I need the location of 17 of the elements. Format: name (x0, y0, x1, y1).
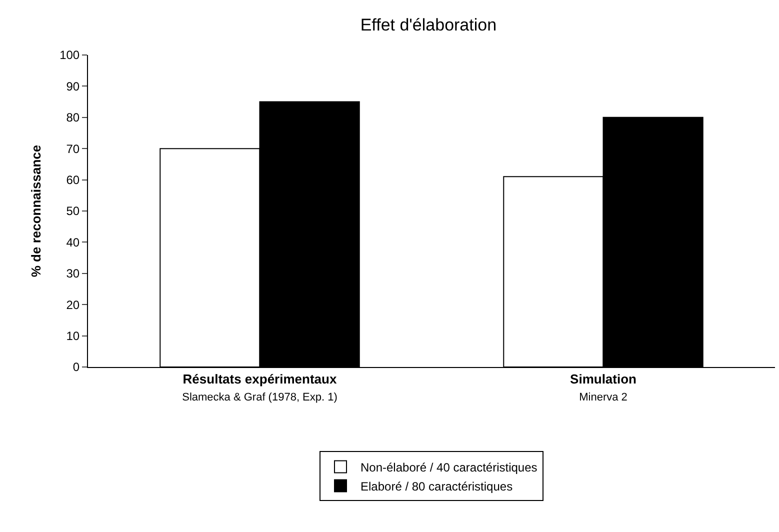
y-tick-label: 0 (72, 360, 80, 374)
legend-label: Non-élaboré / 40 caractéristiques (360, 460, 538, 474)
y-axis-title: % de reconnaissance (28, 144, 44, 278)
chart-title: Effet d'élaboration (360, 16, 497, 35)
y-tick-label: 10 (66, 329, 80, 343)
x-tick-label: Simulation Minerva 2 (570, 372, 637, 404)
y-tick-label: 30 (66, 266, 80, 281)
x-tick-label: Résultats expérimentaux Slamecka & Graf (1978, Exp. 1) (182, 372, 338, 404)
y-tick-label: 20 (66, 298, 80, 312)
legend-label: Elaboré / 80 caractéristiques (360, 479, 513, 494)
y-tick-label: 40 (66, 235, 80, 250)
y-tick-label: 100 (60, 48, 80, 62)
y-tick-label: 80 (66, 110, 80, 125)
y-tick-label: 50 (66, 204, 80, 218)
y-tick-label: 90 (66, 79, 80, 94)
y-tick-label: 60 (66, 173, 80, 187)
y-tick-label: 70 (66, 142, 80, 156)
